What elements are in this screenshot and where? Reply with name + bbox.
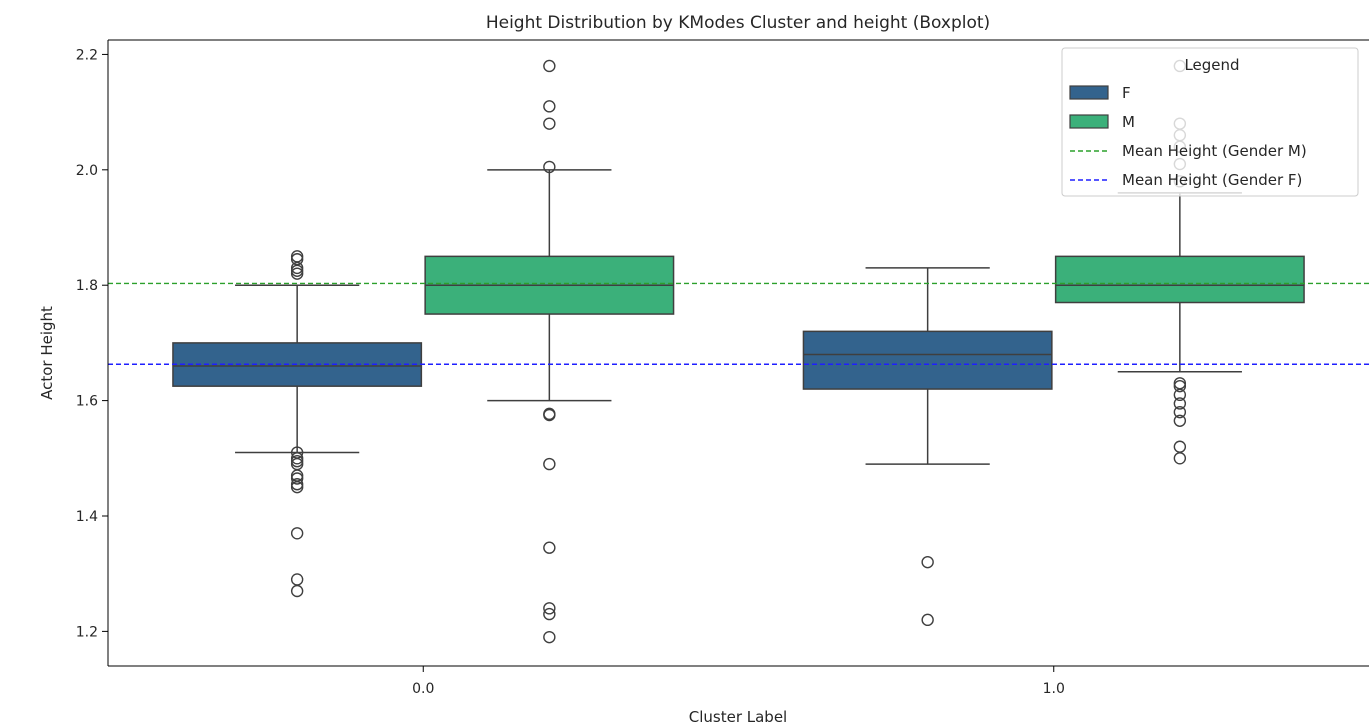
box-F-0.0 (172, 250, 423, 598)
outlier-point (290, 584, 304, 598)
iqr-box (1054, 255, 1305, 304)
outlier-point (290, 573, 304, 586)
y-tick-label: 2.0 (76, 163, 98, 179)
outlier-point (543, 408, 556, 422)
legend-swatch-M (1069, 114, 1109, 129)
iqr-box (802, 330, 1053, 390)
y-tick-label: 1.6 (76, 394, 98, 410)
outlier-point (543, 602, 556, 615)
box-F-1.0 (802, 267, 1053, 627)
plot-area: 1.2 1.4 1.6 1.8 2.0 2.2 0.0 1.0 (76, 39, 1369, 697)
outlier-point (543, 541, 556, 554)
outlier-point (290, 478, 304, 491)
outlier-point (290, 472, 304, 485)
box-M-1.0 (1054, 59, 1305, 465)
legend-entry-label: F (1122, 84, 1131, 102)
legend-swatch-F (1069, 85, 1109, 100)
legend-title: Legend (1184, 56, 1239, 74)
outlier-point (543, 100, 556, 113)
legend-entry-label: Mean Height (Gender F) (1122, 171, 1302, 189)
x-tick-label: 1.0 (1043, 681, 1065, 697)
outlier-point (290, 264, 304, 277)
outlier-point (290, 267, 304, 280)
outlier-point (290, 261, 304, 275)
outlier-point (1173, 414, 1187, 427)
legend-frame (1061, 47, 1359, 197)
outlier-point (543, 59, 556, 73)
outlier-point (543, 117, 556, 130)
legend-entry-label: M (1122, 113, 1135, 131)
outlier-point (1173, 397, 1187, 410)
outlier-point (290, 480, 304, 494)
outlier-point (1173, 379, 1187, 393)
x-axis-label: Cluster Label (689, 708, 787, 726)
outlier-point (543, 457, 556, 471)
outlier-point (543, 160, 556, 174)
outlier-point (290, 454, 304, 468)
y-tick-label: 1.4 (76, 509, 98, 525)
x-tick-label: 0.0 (412, 681, 434, 697)
outlier-point (543, 630, 556, 644)
outlier-point (921, 555, 934, 569)
y-axis-label: Actor Height (38, 306, 56, 400)
y-tick-label: 2.2 (76, 47, 98, 63)
y-tick-label: 1.8 (76, 278, 98, 294)
legend-entry-label: Mean Height (Gender M) (1122, 142, 1307, 160)
outlier-point (1173, 405, 1187, 419)
chart-title: Height Distribution by KModes Cluster an… (486, 13, 990, 33)
y-tick-label: 1.2 (76, 624, 98, 640)
outlier-point (921, 613, 934, 627)
outlier-point (1173, 440, 1187, 453)
outlier-point (543, 607, 556, 621)
outlier-point (1173, 452, 1187, 465)
legend: Legend FM Mean Height (Gender M) Mean Heigh… (1061, 47, 1359, 197)
outlier-point (290, 527, 304, 540)
box-M-0.0 (424, 59, 675, 644)
outlier-point (1173, 388, 1187, 402)
outlier-point (290, 452, 304, 465)
